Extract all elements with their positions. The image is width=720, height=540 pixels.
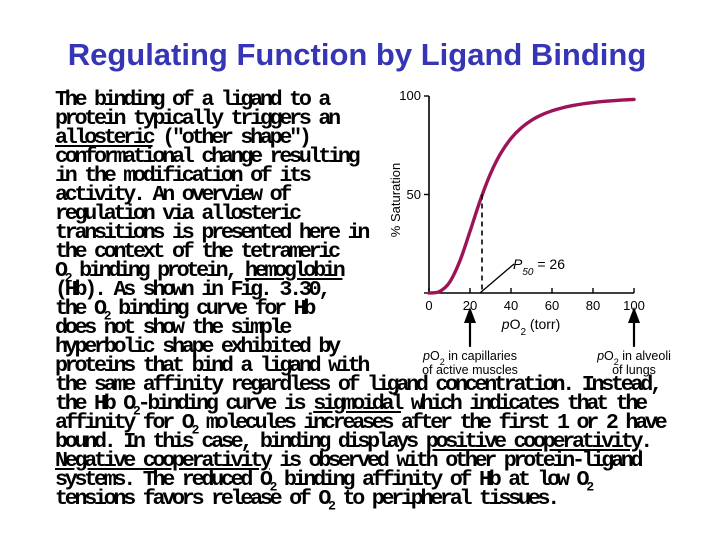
svg-text:50: 50 <box>407 187 421 202</box>
svg-text:pO2 (torr): pO2 (torr) <box>501 316 560 338</box>
svg-text:100: 100 <box>399 88 421 103</box>
svg-text:40: 40 <box>504 298 518 313</box>
svg-text:of lungs: of lungs <box>612 363 656 377</box>
svg-text:0: 0 <box>425 298 432 313</box>
svg-text:80: 80 <box>586 298 600 313</box>
svg-text:of active muscles: of active muscles <box>422 363 518 377</box>
svg-text:P50 = 26: P50 = 26 <box>513 256 565 278</box>
svg-text:% Saturation: % Saturation <box>388 163 403 237</box>
svg-text:60: 60 <box>545 298 559 313</box>
